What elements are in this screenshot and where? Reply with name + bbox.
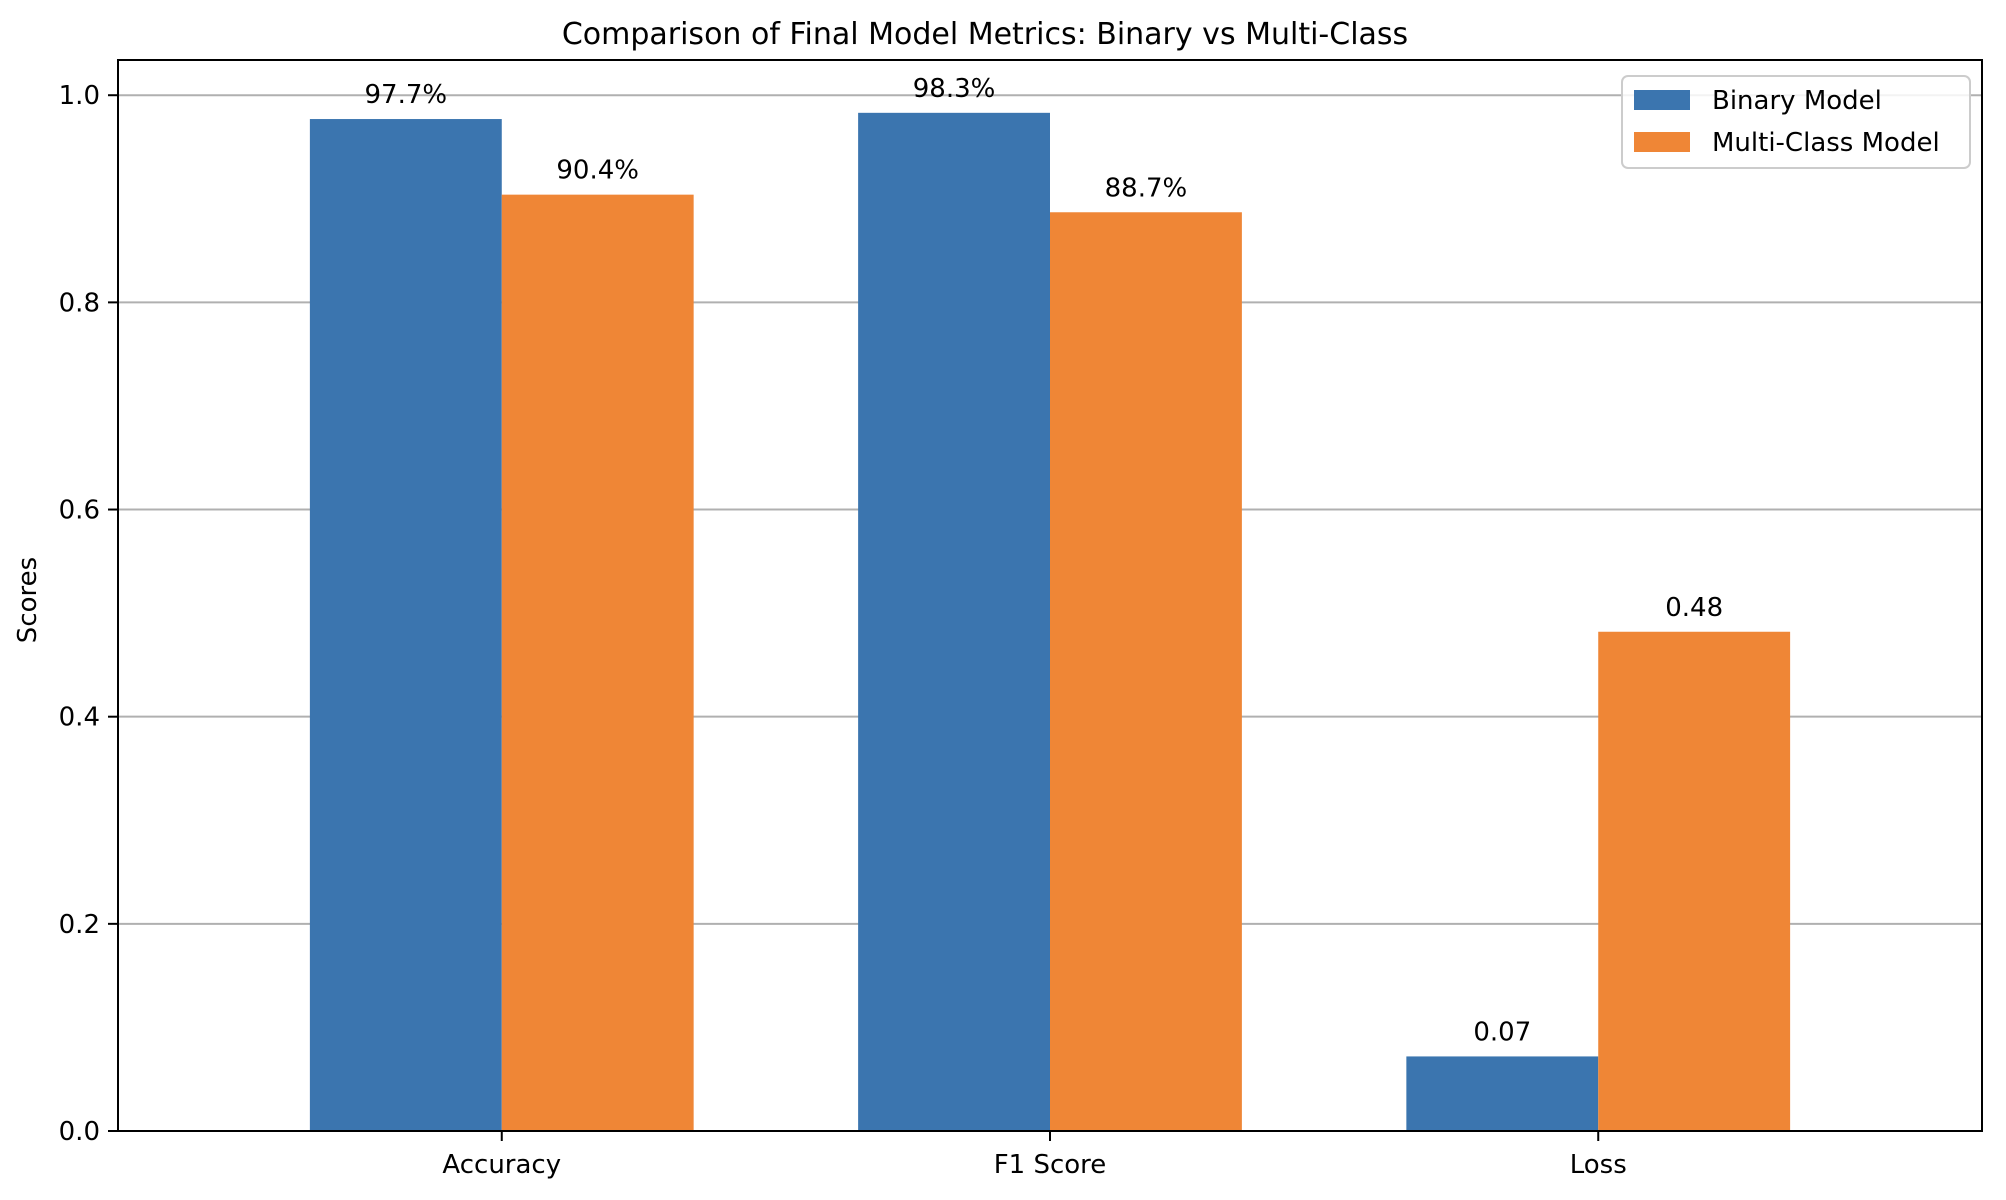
bar-value-label: 98.3% <box>913 74 996 104</box>
x-axis: Accuracy F1 Score Loss <box>442 1131 1627 1180</box>
bar <box>858 112 1050 1131</box>
y-tick-label: 0.4 <box>59 703 100 733</box>
bar <box>1050 212 1242 1132</box>
legend-swatch <box>1634 90 1690 110</box>
x-tick-label: F1 Score <box>994 1150 1107 1180</box>
legend-swatch <box>1634 132 1690 152</box>
y-tick-label: 0.8 <box>59 288 100 318</box>
bar-value-label: 0.48 <box>1665 593 1723 623</box>
y-tick-label: 1.0 <box>59 81 100 111</box>
bars <box>309 112 1791 1132</box>
bar-value-label: 88.7% <box>1105 173 1188 203</box>
bar-value-label: 0.07 <box>1473 1017 1531 1047</box>
y-axis: 0.0 0.2 0.4 0.6 0.8 1.0 <box>59 81 118 1147</box>
bar <box>1406 1056 1599 1131</box>
y-tick-label: 0.6 <box>59 496 100 526</box>
bar-value-label: 97.7% <box>365 80 448 110</box>
bar <box>309 119 502 1131</box>
bar <box>1598 631 1791 1131</box>
legend: Binary Model Multi-Class Model <box>1621 75 1971 169</box>
y-axis-title: Scores <box>13 557 43 643</box>
legend-label: Binary Model <box>1712 86 1882 116</box>
legend-box <box>1621 75 1971 169</box>
y-tick-label: 0.2 <box>59 910 100 940</box>
x-tick-label: Loss <box>1570 1150 1627 1180</box>
bar-value-labels: 97.7% 98.3% 0.07 90.4% 88.7% 0.48 <box>365 74 1724 1048</box>
bar <box>501 194 694 1131</box>
legend-label: Multi-Class Model <box>1712 128 1940 158</box>
chart-title: Comparison of Final Model Metrics: Binar… <box>562 17 1408 52</box>
y-tick-label: 0.0 <box>59 1117 100 1147</box>
x-tick-label: Accuracy <box>442 1150 561 1180</box>
bar-value-label: 90.4% <box>556 156 639 186</box>
